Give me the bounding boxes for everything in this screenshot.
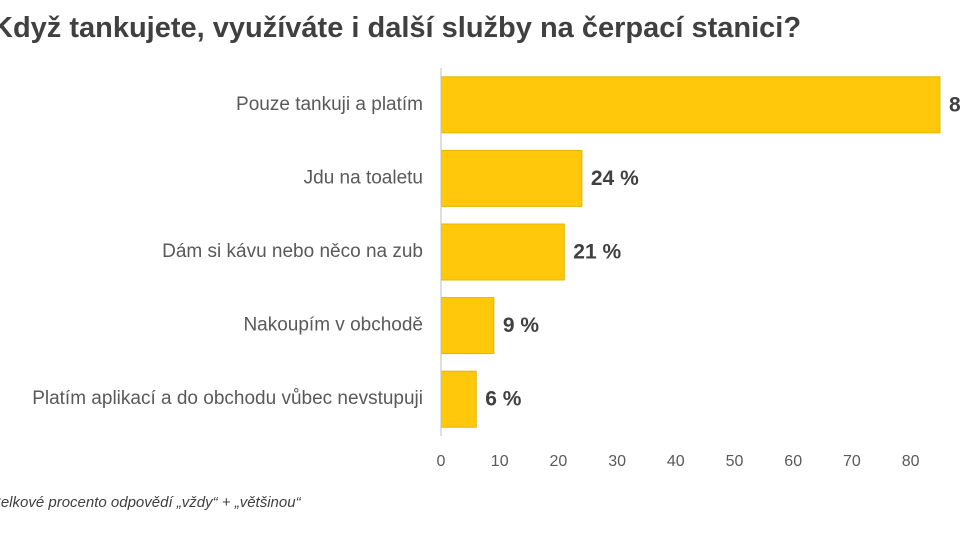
bars-layer: Pouze tankuji a platím 85 % Jdu na toaletu… xyxy=(32,76,960,428)
bar xyxy=(440,297,495,355)
bar xyxy=(440,223,565,281)
x-tick-label: 0 xyxy=(437,453,446,470)
x-tick-label: 20 xyxy=(550,453,568,470)
x-tick-label: 70 xyxy=(843,453,861,470)
bar xyxy=(440,370,477,428)
data-label: 24 % xyxy=(591,167,639,190)
bar xyxy=(440,76,941,134)
data-label: 6 % xyxy=(485,388,522,411)
chart-footnote: Celkové procento odpovědí „vždy“ + „větš… xyxy=(0,494,301,511)
category-label: Pouze tankuji a platím xyxy=(236,94,423,115)
x-tick-label: 50 xyxy=(726,453,744,470)
bar xyxy=(440,149,583,207)
x-axis-ticks: 0102030405060708090 xyxy=(437,453,920,470)
category-label: Dám si kávu nebo něco na zub xyxy=(162,241,423,262)
x-tick-label: 60 xyxy=(784,453,802,470)
category-label: Platím aplikací a do obchodu vůbec nevst… xyxy=(32,388,423,409)
chart-title: Když tankujete, využíváte i další služby… xyxy=(0,12,802,44)
x-tick-label: 80 xyxy=(902,453,920,470)
x-tick-label: 40 xyxy=(667,453,685,470)
category-label: Nakoupím v obchodě xyxy=(243,315,423,336)
x-tick-label: 10 xyxy=(491,453,509,470)
category-label: Jdu na toaletu xyxy=(304,167,423,188)
data-label: 85 % xyxy=(949,93,960,116)
data-label: 9 % xyxy=(503,314,540,337)
data-label: 21 % xyxy=(573,241,621,264)
x-tick-label: 30 xyxy=(608,453,626,470)
